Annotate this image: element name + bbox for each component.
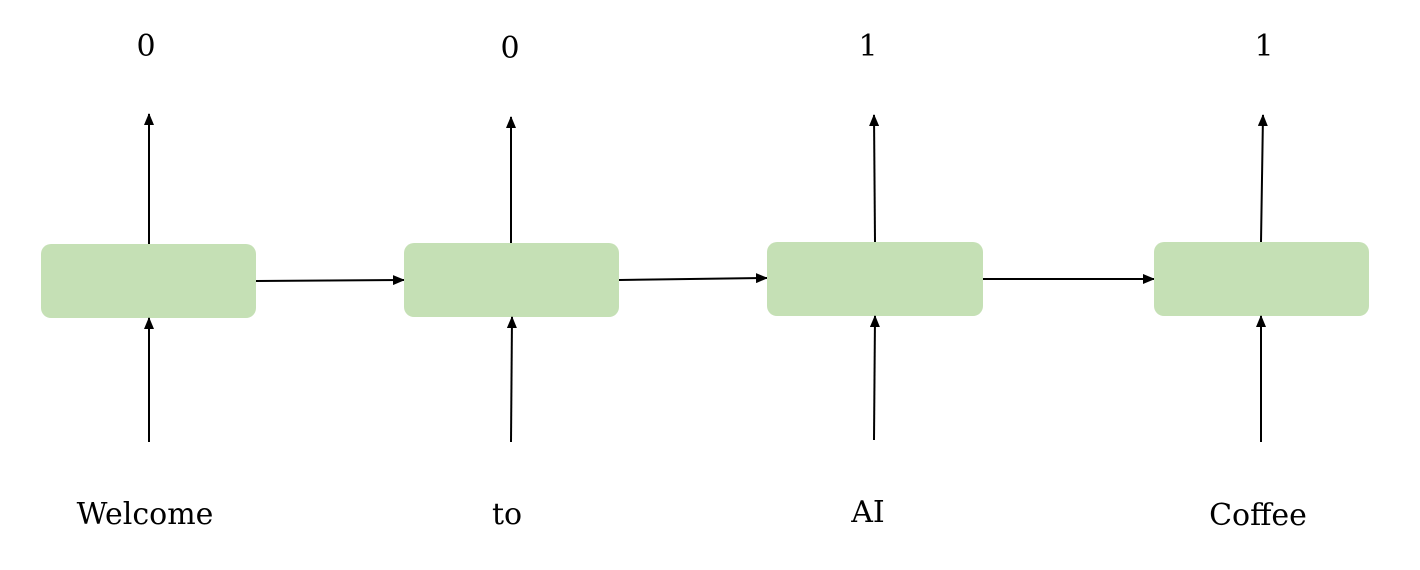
step-ai: 1 AI <box>767 29 983 530</box>
output-arrow <box>869 114 880 243</box>
step-to: 0 to <box>404 31 619 532</box>
input-label: AI <box>850 495 885 530</box>
input-label: Welcome <box>77 497 214 532</box>
input-label: Coffee <box>1209 498 1307 533</box>
rnn-cell <box>1154 242 1369 316</box>
output-arrow <box>1257 114 1268 243</box>
input-label: to <box>492 497 522 532</box>
hidden-state-arrow <box>255 275 405 286</box>
rnn-cell <box>767 242 983 316</box>
step-coffee: 1 Coffee <box>1154 29 1369 533</box>
input-arrow <box>869 315 880 441</box>
rnn-cell <box>404 243 619 317</box>
input-arrow <box>506 316 517 443</box>
step-welcome: 0 Welcome <box>41 29 256 532</box>
hidden-state-arrow <box>618 273 768 284</box>
rnn-cell <box>41 244 256 318</box>
output-label: 1 <box>1254 29 1273 64</box>
output-label: 0 <box>500 31 519 66</box>
output-label: 0 <box>136 29 155 64</box>
output-label: 1 <box>858 29 877 64</box>
